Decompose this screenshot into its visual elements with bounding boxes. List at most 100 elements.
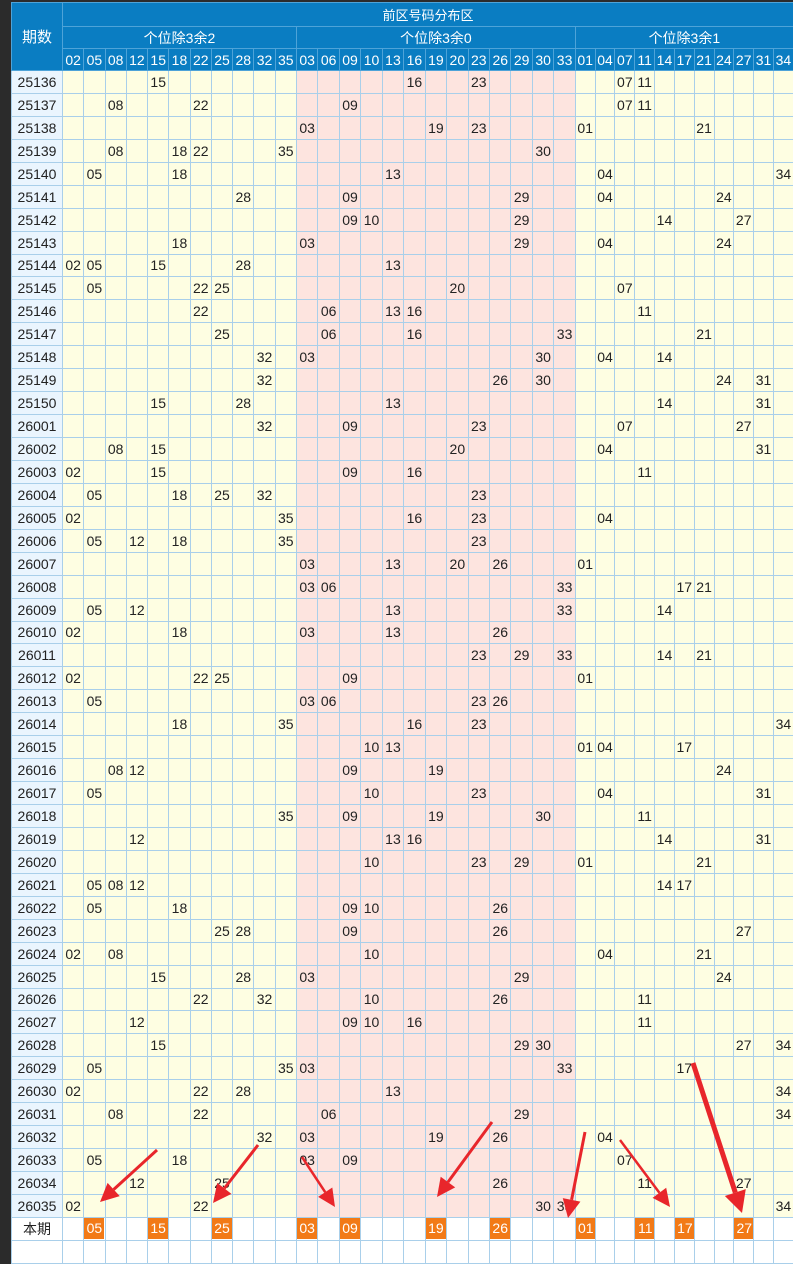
number-cell (211, 506, 232, 529)
number-cell (296, 369, 317, 392)
number-cell (404, 1080, 425, 1103)
number-cell (655, 759, 675, 782)
number-cell (404, 690, 425, 713)
number-cell (734, 483, 754, 506)
number-cell (635, 1034, 655, 1057)
number-cell (447, 346, 468, 369)
number-cell (754, 1172, 774, 1195)
number-cell (275, 392, 296, 415)
number-cell (361, 483, 382, 506)
number-cell (233, 598, 254, 621)
number-cell (635, 759, 655, 782)
period-cell: 26031 (12, 1103, 63, 1126)
number-cell (296, 1011, 317, 1034)
number-cell (532, 621, 553, 644)
number-cell (532, 1126, 553, 1149)
number-cell (63, 850, 84, 873)
number-cell (447, 323, 468, 346)
number-cell (275, 162, 296, 185)
number-cell: 27 (734, 1217, 754, 1240)
number-cell (339, 1034, 360, 1057)
number-cell (361, 1080, 382, 1103)
number-cell (468, 759, 489, 782)
number-cell (734, 277, 754, 300)
number-cell (126, 460, 147, 483)
number-cell (254, 93, 275, 116)
number-cell: 19 (425, 759, 446, 782)
number-cell (674, 300, 694, 323)
number-cell (382, 1217, 403, 1240)
number-cell (714, 1149, 734, 1172)
number-cell (190, 827, 211, 850)
number-column-header: 05 (84, 49, 105, 71)
number-cell (773, 621, 793, 644)
number-cell (63, 93, 84, 116)
number-cell (404, 1172, 425, 1195)
number-cell (714, 1172, 734, 1195)
number-cell (635, 185, 655, 208)
number-cell: 22 (190, 300, 211, 323)
number-cell (126, 506, 147, 529)
number-cell (404, 552, 425, 575)
number-cell (318, 736, 339, 759)
number-cell (63, 116, 84, 139)
number-cell (575, 162, 595, 185)
number-cell (169, 185, 190, 208)
number-cell (575, 1103, 595, 1126)
number-cell (84, 208, 105, 231)
number-cell (674, 988, 694, 1011)
number-cell: 05 (84, 598, 105, 621)
number-cell (575, 139, 595, 162)
number-cell (275, 254, 296, 277)
number-cell (84, 1034, 105, 1057)
number-cell: 15 (148, 460, 169, 483)
number-cell (615, 850, 635, 873)
number-cell (615, 162, 635, 185)
number-cell (105, 162, 126, 185)
number-cell (773, 277, 793, 300)
number-cell (425, 598, 446, 621)
number-cell: 18 (169, 529, 190, 552)
number-cell (595, 208, 615, 231)
number-cell (126, 552, 147, 575)
number-cell (275, 323, 296, 346)
number-cell (382, 873, 403, 896)
number-cell (714, 667, 734, 690)
number-cell (595, 460, 615, 483)
number-cell (468, 1011, 489, 1034)
number-cell (554, 483, 575, 506)
number-cell (382, 1240, 403, 1263)
period-cell: 26024 (12, 942, 63, 965)
group-header: 个位除3余2 (63, 27, 297, 49)
number-cell (361, 1034, 382, 1057)
number-cell (468, 438, 489, 461)
number-cell (361, 71, 382, 94)
number-cell: 11 (635, 93, 655, 116)
number-column-header: 26 (490, 49, 511, 71)
number-cell (734, 827, 754, 850)
number-cell (490, 965, 511, 988)
number-cell (615, 392, 635, 415)
number-cell (190, 1034, 211, 1057)
number-cell (296, 93, 317, 116)
number-cell (425, 162, 446, 185)
number-cell (233, 506, 254, 529)
number-cell (275, 1011, 296, 1034)
number-cell (148, 690, 169, 713)
number-cell (211, 392, 232, 415)
number-cell (148, 300, 169, 323)
number-cell: 05 (84, 873, 105, 896)
number-cell (714, 873, 734, 896)
number-cell: 26 (490, 1217, 511, 1240)
number-cell (714, 850, 734, 873)
number-cell (694, 415, 714, 438)
number-cell (468, 162, 489, 185)
number-cell (511, 896, 532, 919)
number-column-header: 13 (382, 49, 403, 71)
number-cell (575, 208, 595, 231)
number-cell (84, 850, 105, 873)
number-cell (339, 300, 360, 323)
